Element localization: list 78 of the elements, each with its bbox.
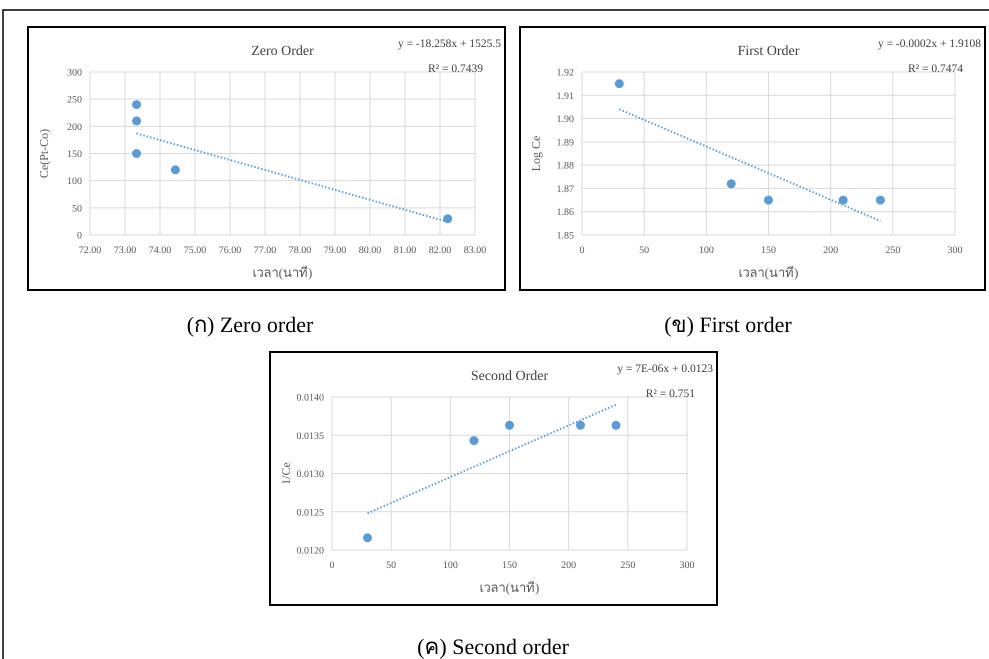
point — [838, 196, 848, 205]
y-tick-label: 150 — [67, 149, 82, 160]
y-tick-label: 1.87 — [556, 184, 574, 195]
x-tick-label: 80.00 — [358, 245, 382, 256]
y-tick-label: 300 — [67, 68, 82, 78]
point — [726, 179, 736, 188]
point — [470, 436, 478, 446]
y-tick-label: 50 — [72, 203, 82, 214]
point — [876, 196, 885, 205]
y-tick-label: 1.91 — [556, 90, 574, 102]
point — [576, 420, 585, 430]
point — [614, 79, 624, 88]
point — [443, 214, 452, 224]
text: y = -0.0002x + 1.9108 — [878, 38, 982, 50]
y-tick-label: 0.0120 — [296, 546, 324, 556]
y-tick-label: 1.85 — [556, 230, 574, 242]
text: (ข) First order — [664, 312, 792, 337]
y-tick-label: 0.0140 — [296, 392, 324, 404]
x-axis-title: เวลา(นาที) — [480, 580, 540, 595]
text: y = -18.258x + 1525.5 — [398, 38, 502, 50]
point — [505, 420, 514, 430]
x-tick-label: 100 — [698, 245, 714, 256]
point — [612, 420, 620, 430]
y-tick-label: 1.86 — [556, 207, 574, 218]
y-tick-label: 1.88 — [556, 160, 574, 172]
annotation: R² = 0.7474 — [908, 63, 964, 75]
chart-title: Second Order — [470, 369, 549, 384]
x-tick-label: 73.00 — [114, 245, 136, 256]
x-tick-label: 200 — [823, 245, 838, 256]
chart-title: First Order — [738, 44, 800, 59]
x-tick-label: 74.00 — [148, 245, 172, 256]
point — [764, 196, 773, 205]
x-tick-label: 0 — [330, 560, 334, 571]
text: (ค) Second order — [417, 634, 570, 659]
x-tick-label: 75.00 — [184, 245, 206, 256]
y-tick-label: 0 — [77, 230, 82, 242]
y-tick-label: 200 — [67, 122, 82, 133]
x-tick-label: 77.00 — [254, 245, 276, 256]
x-tick-label: 76.00 — [218, 245, 242, 256]
x-tick-label: 250 — [620, 560, 636, 571]
x-tick-label: 81.00 — [394, 245, 416, 256]
x-tick-label: 72.00 — [78, 245, 102, 256]
x-tick-label: 82.00 — [428, 245, 452, 256]
x-tick-label: 300 — [680, 560, 694, 571]
point — [170, 165, 180, 174]
point — [132, 100, 142, 110]
y-tick-label: 0.0130 — [296, 469, 324, 480]
y-tick-label: 1.89 — [556, 137, 574, 148]
x-tick-label: 300 — [948, 245, 962, 256]
annotation: R² = 0.7439 — [428, 63, 484, 75]
y-tick-label: 0.0125 — [296, 507, 324, 518]
x-tick-label: 150 — [502, 560, 517, 571]
x-tick-label: 78.00 — [288, 245, 312, 256]
y-axis-title: 1/Ce — [279, 462, 293, 485]
x-axis-title: เวลา(นาที) — [738, 265, 798, 280]
x-tick-label: 50 — [386, 560, 396, 571]
x-tick-label: 79.00 — [324, 245, 346, 256]
point — [132, 149, 142, 158]
x-tick-label: 150 — [761, 245, 776, 256]
y-axis-title: Log Ce — [529, 136, 543, 172]
y-tick-label: 0.0135 — [296, 430, 324, 442]
x-tick-label: 250 — [885, 245, 900, 256]
y-tick-label: 250 — [67, 94, 82, 106]
x-tick-label: 0 — [580, 245, 584, 256]
point — [132, 116, 142, 126]
text: (ก) Zero order — [186, 312, 314, 337]
y-tick-label: 1.92 — [556, 68, 574, 78]
y-tick-label: 100 — [67, 176, 82, 188]
y-axis-title: Ce(Pt-Co) — [37, 128, 51, 178]
point — [363, 533, 372, 542]
text: y = 7E-06x + 0.0123 — [617, 363, 714, 375]
x-tick-label: 50 — [639, 245, 650, 256]
x-axis-title: เวลา(นาที) — [252, 265, 312, 280]
x-tick-label: 100 — [442, 560, 458, 571]
y-tick-label: 1.90 — [556, 114, 574, 126]
annotation: R² = 0.751 — [646, 388, 696, 400]
chart-title: Zero Order — [251, 44, 314, 59]
x-tick-label: 83.00 — [464, 245, 486, 256]
